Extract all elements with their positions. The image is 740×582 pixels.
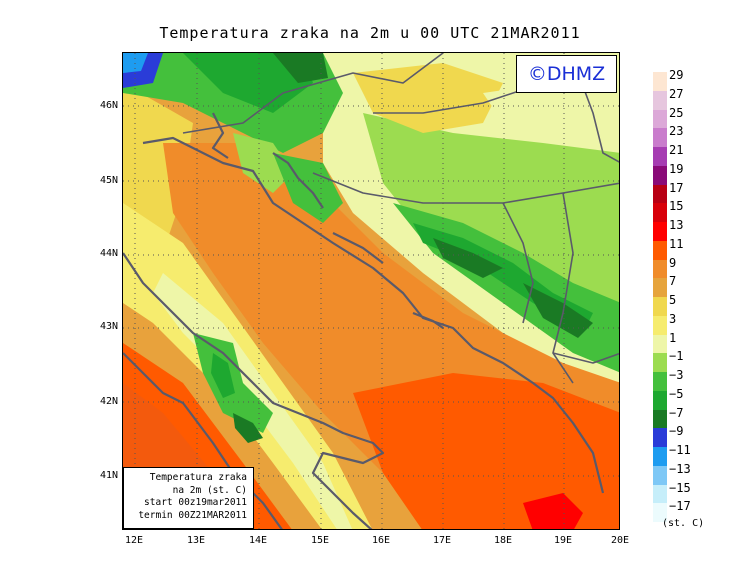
lat-label: 41N [99, 470, 118, 481]
info-line-unit: na 2m (st. C) [172, 484, 247, 496]
legend-swatch [653, 315, 667, 335]
dhmz-credit: ©DHMZ [516, 55, 617, 93]
legend-tick-label: 5 [669, 293, 677, 307]
temperature-map: ©DHMZ Temperatura zraka na 2m (st. C) st… [122, 52, 620, 530]
lon-label: 15E [310, 535, 330, 546]
legend-tick-label: 23 [669, 124, 684, 139]
legend-swatch [653, 372, 667, 391]
legend-swatch [653, 240, 667, 260]
lon-label: 12E [124, 535, 144, 546]
legend-tick-label: 13 [669, 218, 684, 232]
legend-tick-label: −17 [669, 499, 691, 514]
legend-tick-label: 19 [669, 161, 684, 176]
legend-swatch [653, 390, 667, 410]
legend-tick-label: −15 [669, 480, 691, 495]
legend-swatch [653, 334, 667, 354]
lon-label: 18E [493, 535, 513, 546]
legend-swatch [653, 484, 667, 504]
info-line-valid: termin 00Z21MAR2011 [138, 509, 247, 521]
legend-tick-label: 7 [669, 274, 677, 289]
legend-tick-label: −3 [669, 368, 684, 382]
info-line-start: start 00z19mar2011 [144, 497, 247, 508]
legend-tick-label: 15 [669, 199, 684, 214]
legend-tick-label: −13 [669, 461, 691, 476]
legend-tick-label: 3 [669, 311, 677, 326]
lat-label: 43N [99, 321, 118, 332]
legend-swatch [653, 465, 667, 485]
legend-unit: (st. C) [662, 518, 705, 529]
legend-swatch [653, 222, 667, 241]
legend-tick-label: 11 [669, 236, 684, 251]
legend-tick-label: 9 [669, 255, 677, 270]
legend-swatch [653, 128, 667, 148]
legend-swatch [653, 447, 667, 466]
legend-tick-label: −7 [669, 405, 684, 420]
lon-label: 17E [432, 535, 452, 546]
legend-tick-label: −9 [669, 424, 684, 439]
legend-swatch [653, 72, 667, 91]
legend-swatch [653, 259, 667, 279]
legend-tick-label: −1 [669, 349, 684, 364]
map-title: Temperatura zraka na 2m u 00 UTC 21MAR20… [159, 24, 581, 42]
lat-label: 42N [99, 396, 118, 407]
legend-tick-label: 1 [669, 330, 677, 345]
legend-swatch [653, 297, 667, 316]
legend-swatch [653, 203, 667, 223]
lat-label: 45N [99, 175, 118, 186]
legend-swatch [653, 184, 667, 204]
info-line-variable: Temperatura zraka [149, 472, 247, 483]
legend-swatch [653, 409, 667, 429]
legend-swatch [653, 109, 667, 129]
legend-swatch [653, 428, 667, 448]
lon-label: 16E [371, 535, 391, 546]
legend-swatch [653, 90, 667, 110]
legend-tick-label: −11 [669, 443, 691, 457]
legend-tick-label: 25 [669, 105, 684, 120]
info-box: Temperatura zraka na 2m (st. C) start 00… [123, 467, 254, 529]
legend-tick-label: 17 [669, 180, 684, 195]
legend-tick-label: 21 [669, 143, 684, 157]
lat-label: 46N [99, 100, 118, 111]
legend-swatch [653, 353, 667, 373]
temperature-field [123, 53, 619, 529]
lon-label: 13E [186, 535, 206, 546]
legend-swatch [653, 147, 667, 166]
legend-swatch [653, 165, 667, 185]
legend-tick-label: −5 [669, 386, 684, 401]
legend-swatch [653, 503, 667, 523]
legend-swatch [653, 278, 667, 298]
legend-tick-label: 29 [669, 68, 684, 82]
lon-label: 14E [248, 535, 268, 546]
legend-tick-label: 27 [669, 86, 684, 101]
lon-label: 20E [610, 535, 630, 546]
lat-label: 44N [99, 248, 118, 259]
lon-label: 19E [553, 535, 573, 546]
